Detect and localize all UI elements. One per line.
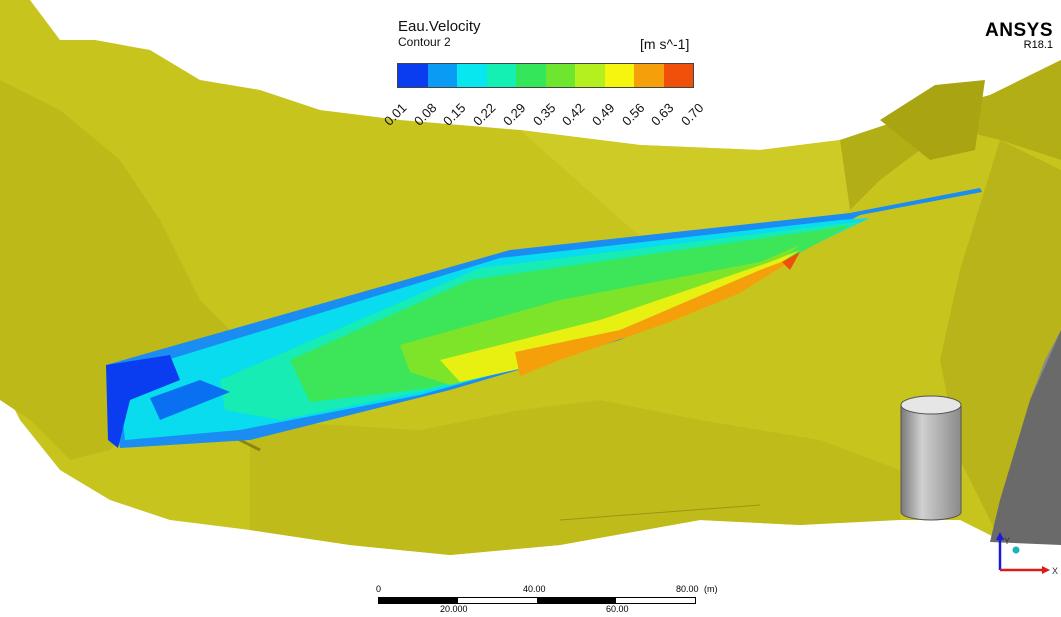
legend-swatch (634, 64, 664, 87)
x-axis-head (1042, 566, 1050, 574)
scale-label-80: 80.00 (676, 584, 699, 594)
legend-swatch (457, 64, 487, 87)
scale-bar-graphic (378, 597, 696, 604)
legend-swatch (575, 64, 605, 87)
scale-label-20: 20.000 (440, 604, 468, 614)
legend-tick-label: 0.49 (588, 100, 618, 129)
legend-swatch (398, 64, 428, 87)
legend-tick-labels: 0.01 0.08 0.15 0.22 0.29 0.35 0.42 0.49 0.56 0.63… (381, 88, 707, 129)
velocity-contour-plane (106, 188, 982, 448)
brand-version: R18.1 (1023, 39, 1053, 51)
y-axis-label: Y (1004, 536, 1010, 546)
legend-unit: [m s^-1] (640, 36, 690, 52)
axis-triad[interactable]: Y X (986, 528, 1061, 588)
x-axis-label: X (1052, 566, 1058, 576)
legend-tick-label: 0.08 (410, 100, 440, 129)
legend-swatch (604, 64, 634, 87)
y-axis-head (996, 532, 1004, 540)
legend-swatch (486, 64, 516, 87)
legend-tick-label: 0.22 (470, 100, 499, 129)
dark-structure (990, 330, 1061, 545)
scale-label-60: 60.00 (606, 604, 629, 614)
brand-name: ANSYS (985, 20, 1053, 41)
legend-swatch (427, 64, 457, 87)
legend-swatch (516, 64, 546, 87)
scale-unit: (m) (704, 584, 718, 594)
legend-title: Eau.Velocity (398, 18, 481, 35)
z-axis-dot (1012, 546, 1020, 554)
legend-tick-label: 0.42 (559, 100, 588, 129)
color-legend-bar (397, 63, 694, 88)
legend-tick-label: 0.63 (648, 100, 677, 129)
cylinder-structure (900, 395, 962, 521)
legend-tick-label: 0.29 (499, 100, 529, 129)
scale-bar: 0 40.00 80.00 (m) 20.000 60.00 (376, 582, 718, 617)
legend-swatch (545, 64, 575, 87)
scale-label-40: 40.00 (523, 584, 546, 594)
legend-tick-label: 0.35 (529, 100, 559, 129)
legend-tick-label: 0.56 (618, 100, 648, 129)
legend-swatch (663, 64, 693, 87)
legend-subtitle: Contour 2 (398, 35, 451, 49)
scale-label-0: 0 (376, 584, 382, 594)
ansys-logo: ANSYS R18.1 (985, 20, 1053, 51)
legend-tick-label: 0.15 (440, 100, 469, 129)
